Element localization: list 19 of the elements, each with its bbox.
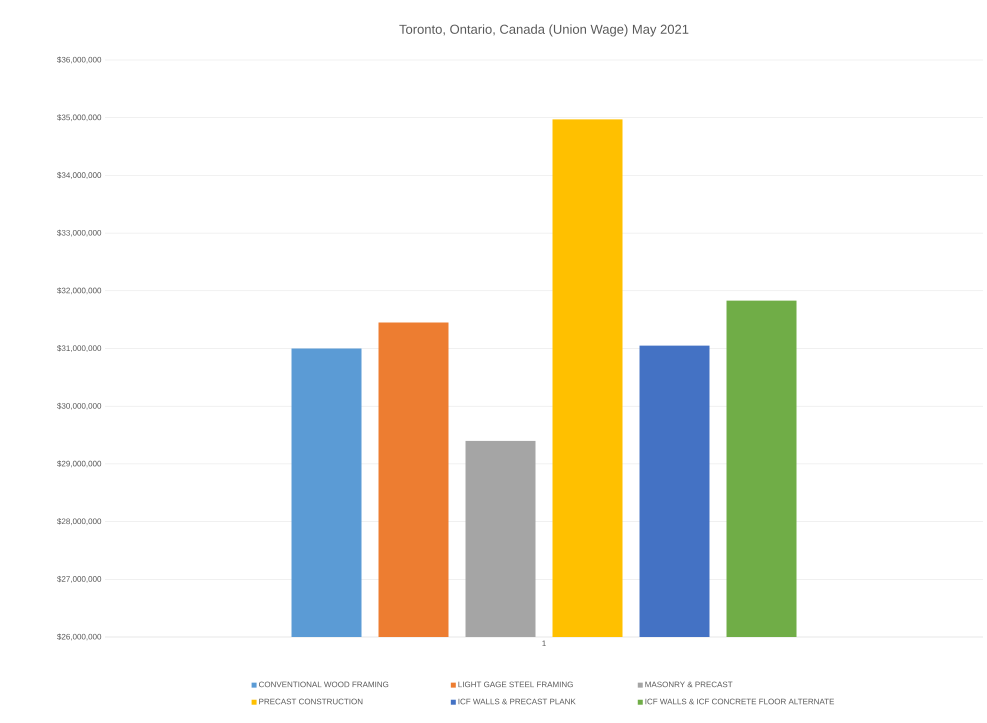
legend-label: LIGHT GAGE STEEL FRAMING — [458, 682, 573, 688]
y-tick-label: $34,000,000 — [57, 172, 102, 179]
legend-label: CONVENTIONAL WOOD FRAMING — [258, 682, 388, 688]
y-tick-label: $36,000,000 — [57, 56, 102, 64]
y-tick-label: $31,000,000 — [57, 345, 102, 352]
y-tick-label: $28,000,000 — [57, 518, 102, 526]
y-tick-label: $29,000,000 — [57, 460, 102, 468]
y-tick-label: $30,000,000 — [57, 402, 102, 410]
legend-label: ICF WALLS & PRECAST PLANK — [458, 698, 576, 704]
y-tick-label: $27,000,000 — [57, 576, 102, 583]
legend-label: MASONRY & PRECAST — [645, 682, 732, 688]
y-tick-label: $32,000,000 — [57, 287, 102, 294]
y-tick-label: $33,000,000 — [57, 230, 102, 237]
legend-label: ICF WALLS & ICF CONCRETE FLOOR ALTERNATE — [646, 698, 834, 704]
x-tick-label: 1 — [542, 640, 546, 646]
chart-title: Toronto, Ontario, Canada (Union Wage) May 2021 — [399, 24, 688, 36]
legend-label: PRECAST CONSTRUCTION — [259, 698, 362, 704]
y-tick-label: $35,000,000 — [57, 114, 102, 122]
y-tick-label: $26,000,000 — [57, 634, 102, 640]
